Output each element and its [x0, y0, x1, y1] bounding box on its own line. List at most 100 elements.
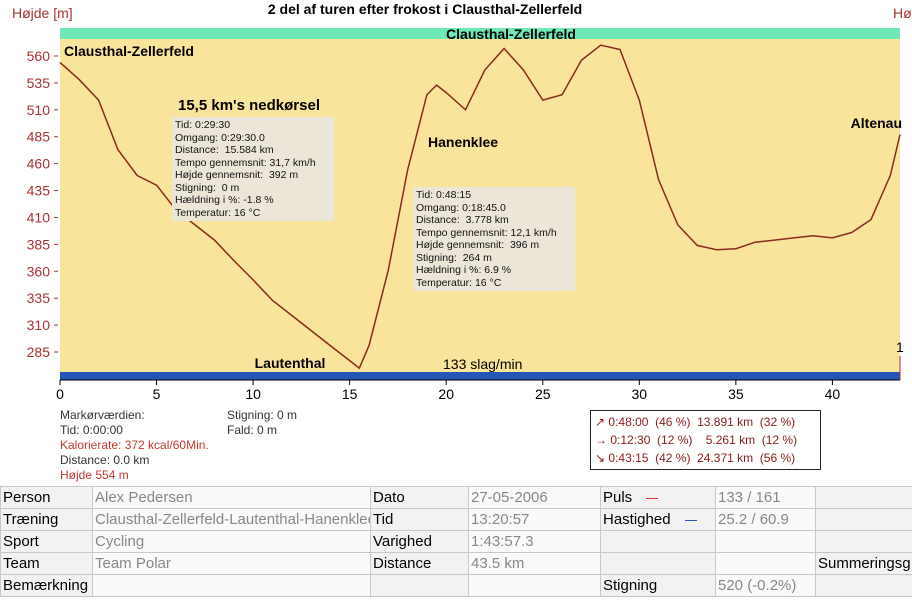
- table-cell: [715, 530, 816, 553]
- table-cell: Tid: [370, 508, 469, 531]
- table-cell: 43.5 km: [468, 552, 601, 575]
- y-tick-label: 485: [27, 129, 51, 145]
- marker-label: 1: [896, 339, 904, 355]
- place-label: Altenau: [851, 115, 902, 131]
- table-cell: [715, 552, 816, 575]
- table-row: Sport Cycling Varighed 1:43:57.3: [0, 530, 912, 553]
- summary-box: ↗ 0:48:00 (46 %) 13.891 km (32 %) → 0:12:…: [590, 410, 821, 470]
- info-box: Tid: 0:29:30 Omgang: 0:29:30.0 Distance: 1…: [172, 117, 334, 221]
- table-cell: Bemærkning: [0, 574, 93, 597]
- box-line: Distance: 15.584 km: [175, 144, 274, 156]
- table-cell: Distance: [370, 552, 469, 575]
- y-tick-label: 410: [27, 209, 51, 225]
- x-tick-label: 40: [825, 386, 841, 402]
- legend-swatch: [646, 497, 659, 499]
- table-cell: Cycling: [92, 530, 371, 553]
- table-cell: Varighed: [370, 530, 469, 553]
- box-line: Stigning: 0 m: [175, 181, 240, 194]
- box-line: Distance: 3.778 km: [416, 214, 509, 226]
- table-row: Træning Clausthal-Zellerfeld-Lautenthal-H…: [0, 508, 912, 531]
- box-line: Omgang: 0:18:45.0: [416, 201, 506, 214]
- table-cell: Hastighed: [600, 508, 716, 531]
- table-cell: [370, 574, 469, 597]
- marker-line: Kalorierate: 372 kcal/60Min.: [60, 438, 209, 452]
- marker-line: Tid: 0:00:00: [60, 423, 123, 437]
- summary-line: ↘ 0:43:15 (42 %) 24.371 km (56 %): [595, 451, 796, 465]
- marker-line: Markørværdien:: [60, 408, 145, 422]
- box-heading: 15,5 km's nedkørsel: [178, 97, 320, 114]
- x-tick-label: 5: [153, 386, 161, 402]
- table-row: Bemærkning Stigning 520 (-0.2%): [0, 574, 912, 597]
- marker-info-climb: Stigning: 0 m Fald: 0 m: [227, 408, 297, 438]
- table-cell: [600, 530, 716, 553]
- legend-swatch: [684, 519, 697, 521]
- x-tick-label: 20: [438, 386, 454, 402]
- y-tick-label: 535: [27, 75, 51, 91]
- y-tick-label: 460: [27, 156, 51, 172]
- table-cell: [815, 508, 912, 531]
- x-tick-label: 10: [245, 386, 261, 402]
- box-line: Tempo gennemsnit: 31,7 km/h: [175, 156, 316, 169]
- table-cell: 27-05-2006: [468, 486, 601, 509]
- x-tick-label: 0: [56, 386, 64, 402]
- table-cell: [815, 530, 912, 553]
- x-tick-label: 25: [535, 386, 551, 402]
- y-tick-label: 510: [27, 102, 51, 118]
- place-label: Clausthal-Zellerfeld: [446, 26, 576, 42]
- table-row: Person Alex Pedersen Dato 27-05-2006 Puls 133…: [0, 486, 912, 509]
- box-line: Omgang: 0:29:30.0: [175, 131, 265, 144]
- table-cell: Puls: [600, 486, 716, 509]
- table-cell: 1:43:57.3: [468, 530, 601, 553]
- box-line: Højde gennemsnit: 392 m: [175, 169, 299, 181]
- summary-line: → 0:12:30 (12 %) 5.261 km (12 %): [595, 433, 798, 447]
- pulse-label: 133 slag/min: [443, 356, 522, 372]
- box-line: Tid: 0:29:30: [175, 119, 231, 131]
- table-cell: Træning: [0, 508, 93, 531]
- place-label: Clausthal-Zellerfeld: [64, 43, 194, 59]
- x-tick-label: 35: [728, 386, 744, 402]
- y-tick-label: 385: [27, 236, 51, 252]
- marker-line: Højde 554 m: [60, 468, 129, 482]
- table-cell: Team: [0, 552, 93, 575]
- box-line: Tid: 0:48:15: [416, 189, 472, 201]
- box-line: Temperatur: 16 °C: [416, 276, 502, 289]
- table-cell: [468, 574, 601, 597]
- info-box: Tid: 0:48:15 Omgang: 0:18:45.0 Distance: 3…: [413, 187, 575, 291]
- elevation-line: [59, 44, 901, 370]
- table-cell: Stigning: [600, 574, 716, 597]
- box-line: Hældning i %: -1.8 %: [175, 194, 274, 206]
- table-cell: [815, 574, 912, 597]
- y-tick-label: 360: [27, 263, 51, 279]
- table-cell: 25.2 / 60.9: [715, 508, 816, 531]
- marker-info: Markørværdien: Tid: 0:00:00 Kalorierate: 3…: [60, 408, 209, 483]
- table-cell: 133 / 161: [715, 486, 816, 509]
- y-tick-label: 335: [27, 290, 51, 306]
- table-cell: Team Polar: [92, 552, 371, 575]
- y-tick-label: 560: [27, 48, 51, 64]
- marker-line: Fald: 0 m: [227, 423, 278, 437]
- bottom-band: [60, 372, 900, 380]
- table-cell: [600, 552, 716, 575]
- table-cell: Sport: [0, 530, 93, 553]
- table-row: Team Team Polar Distance 43.5 km Summeringsg: [0, 552, 912, 575]
- table-cell: [815, 486, 912, 509]
- y-tick-label: 285: [27, 344, 51, 360]
- table-cell: Summeringsg: [815, 552, 912, 575]
- marker-line: Distance: 0.0 km: [60, 453, 150, 467]
- chart-title: 2 del af turen efter frokost i Clausthal…: [268, 1, 582, 17]
- marker-line: Stigning: 0 m: [227, 408, 298, 422]
- place-label: Lautenthal: [255, 355, 326, 371]
- table-cell: Clausthal-Zellerfeld-Lautenthal-Hanenkle…: [92, 508, 371, 531]
- box-line: Hældning i %: 6.9 %: [416, 264, 512, 276]
- box-line: Højde gennemsnit: 396 m: [416, 239, 540, 251]
- place-label: Hanenklee: [428, 134, 498, 150]
- y-tick-label: 435: [27, 183, 51, 199]
- table-cell: 520 (-0.2%): [715, 574, 816, 597]
- y-tick-label: 310: [27, 317, 51, 333]
- x-tick-label: 15: [342, 386, 358, 402]
- table-cell: 13:20:57: [468, 508, 601, 531]
- session-table: Person Alex Pedersen Dato 27-05-2006 Puls 133…: [0, 486, 912, 597]
- y-axis-label: Højde [m]: [12, 5, 73, 21]
- summary-line: ↗ 0:48:00 (46 %) 13.891 km (32 %): [595, 415, 796, 429]
- table-cell: Person: [0, 486, 93, 509]
